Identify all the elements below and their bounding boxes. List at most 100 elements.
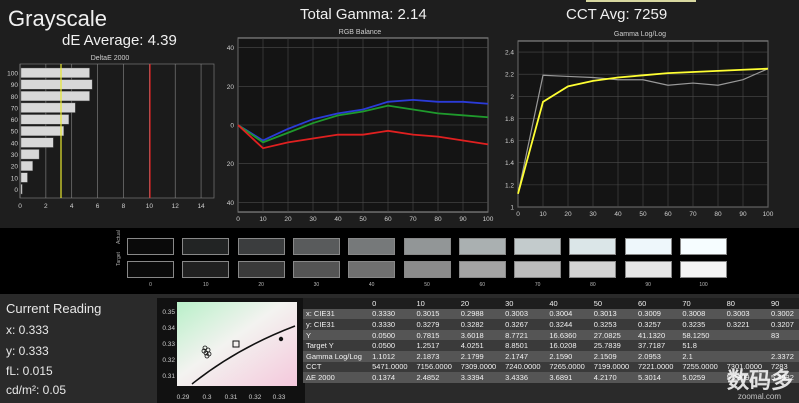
table-cell: 41.1320 (635, 329, 680, 341)
table-cell: 3.6018 (457, 329, 503, 341)
gamma-y-tick: 2.2 (505, 72, 514, 79)
deltae-x-tick: 6 (96, 203, 100, 210)
table-cell: 0.1374 (369, 372, 414, 383)
cie-chart: 0.35 0.34 0.33 0.32 0.31 0.29 0.3 0.31 0.32 0.33 (162, 302, 297, 401)
swatch-target (569, 261, 617, 278)
deltae-y-tick: 40 (11, 140, 19, 147)
deltae-y-tick: 10 (11, 175, 19, 182)
table-cell: 2.3372 (767, 350, 799, 362)
deltae-x-tick: 4 (70, 203, 74, 210)
cie-y-tick: 0.33 (162, 341, 175, 348)
table-cell: 5471.0000 (369, 361, 414, 373)
cie-x-tick: 0.32 (249, 394, 262, 401)
table-cell: 4.0251 (457, 340, 503, 351)
gamma-y-tick: 2 (510, 94, 514, 101)
table-cell: 2.1747 (502, 350, 547, 362)
swatch-label: 80 (590, 282, 596, 288)
deltae-bar (20, 102, 76, 113)
watermark-logo: 数码多 (726, 368, 793, 393)
rgb-series-line (237, 98, 489, 142)
swatch-target (680, 261, 727, 278)
table-cell: 7255.0000 (679, 361, 724, 373)
gamma-y-tick: 2.4 (505, 50, 514, 57)
cct-average: CCT Avg: 7259 (566, 6, 668, 23)
table-cell: 51.8 (679, 340, 724, 351)
cie-x-tick: 0.33 (273, 394, 286, 401)
gamma-chart-title: Gamma Log/Log (613, 31, 667, 38)
table-cell: CCT (303, 361, 370, 373)
table-cell: 0.3235 (679, 319, 724, 330)
table-cell: 0.3003 (502, 308, 547, 320)
current-reading-title: Current Reading (6, 301, 102, 316)
gamma-y-tick: 1.6 (505, 138, 514, 145)
row-label-target: Target (116, 252, 122, 266)
table-header-cell: 30 (502, 298, 547, 309)
swatch-target (127, 261, 174, 278)
deltae-bar (20, 149, 40, 160)
rgb-y-tick: 40 (227, 200, 235, 207)
gamma-chart: 0 10 20 30 40 50 60 70 80 90 100 2.4 2.2 2 1.8 1.6 1.4 1.… (505, 40, 774, 218)
target-marker (232, 340, 240, 348)
table-header-cell: 40 (546, 298, 591, 309)
reading-luminance: cd/m²: 0.05 (6, 383, 67, 397)
swatch-actual (680, 238, 727, 255)
table-cell: 4.2170 (590, 372, 636, 383)
rgb-x-tick: 40 (334, 216, 342, 222)
deltae-bar (20, 125, 64, 137)
table-cell: 3.6891 (546, 372, 591, 383)
rgb-series-line (237, 104, 489, 144)
swatch-actual (292, 238, 340, 255)
rgb-x-tick: 60 (384, 216, 392, 222)
cie-y-tick: 0.31 (162, 373, 175, 380)
rgb-x-tick: 70 (409, 216, 417, 222)
rgb-y-tick: 40 (227, 45, 235, 52)
swatch-actual (514, 238, 562, 255)
reading-fl: fL: 0.015 (6, 364, 53, 378)
table-cell (723, 350, 768, 362)
swatch-target (348, 261, 396, 278)
table-cell (723, 329, 768, 341)
gamma-x-tick: 30 (589, 211, 597, 218)
deltae-bar (20, 67, 90, 78)
table-cell: 5.3014 (635, 372, 680, 383)
deltae-y-tick: 60 (11, 117, 19, 124)
row-label-actual: Actual (116, 230, 122, 244)
table-cell: 2.1 (679, 350, 724, 362)
swatch-label: 90 (645, 282, 651, 288)
swatch-actual (237, 238, 285, 255)
rgb-y-tick: 20 (227, 84, 235, 91)
table-cell: 2.1590 (546, 350, 591, 362)
table-cell: 0.3221 (723, 319, 768, 330)
deltae-chart-title: DeltaE 2000 (90, 55, 130, 62)
rgb-x-tick: 30 (309, 216, 317, 222)
table-cell: 0.3244 (546, 319, 591, 330)
rgb-x-tick: 0 (236, 216, 240, 222)
table-cell: 16.0208 (546, 340, 591, 351)
table-row: y: CIE31 0.3330 0.3279 0.3282 0.3267 0.3244 0.… (303, 319, 799, 330)
table-row: Target Y 0.0500 1.2517 4.0251 8.8501 16.0208 2… (303, 340, 799, 351)
table-cell: 58.1250 (679, 329, 724, 341)
swatch-label: 0 (149, 282, 152, 288)
deltae-y-tick: 50 (11, 129, 19, 136)
table-cell: 7221.0000 (635, 361, 680, 373)
deltae-bar (20, 137, 54, 148)
cie-y-tick: 0.34 (162, 325, 175, 332)
table-cell: y: CIE31 (303, 319, 370, 330)
deltae-y-tick: 80 (11, 94, 19, 101)
table-cell: 0.3330 (369, 308, 414, 320)
cie-x-tick: 0.3 (202, 394, 211, 401)
table-header-cell: 0 (369, 298, 414, 309)
deltae-y-tick: 20 (11, 164, 19, 171)
table-row: Gamma Log/Log 1.1012 2.1873 2.1799 2.1747 2.1… (303, 350, 799, 362)
gamma-x-tick: 50 (639, 211, 647, 218)
table-cell (767, 340, 799, 351)
swatch-label: 100 (699, 282, 708, 288)
table-cell: 0.3330 (369, 319, 414, 330)
measurement-table: 0 10 20 30 40 50 60 70 80 90 x: CIE31 0.3330 0.3015 0… (303, 298, 799, 383)
table-cell: 0.3009 (635, 308, 680, 320)
deltae-bar (20, 172, 28, 183)
table-cell: 0.3282 (457, 319, 503, 330)
deltae-bar (20, 160, 33, 171)
reading-x: x: 0.333 (6, 323, 49, 337)
deltae-bar (20, 184, 23, 195)
